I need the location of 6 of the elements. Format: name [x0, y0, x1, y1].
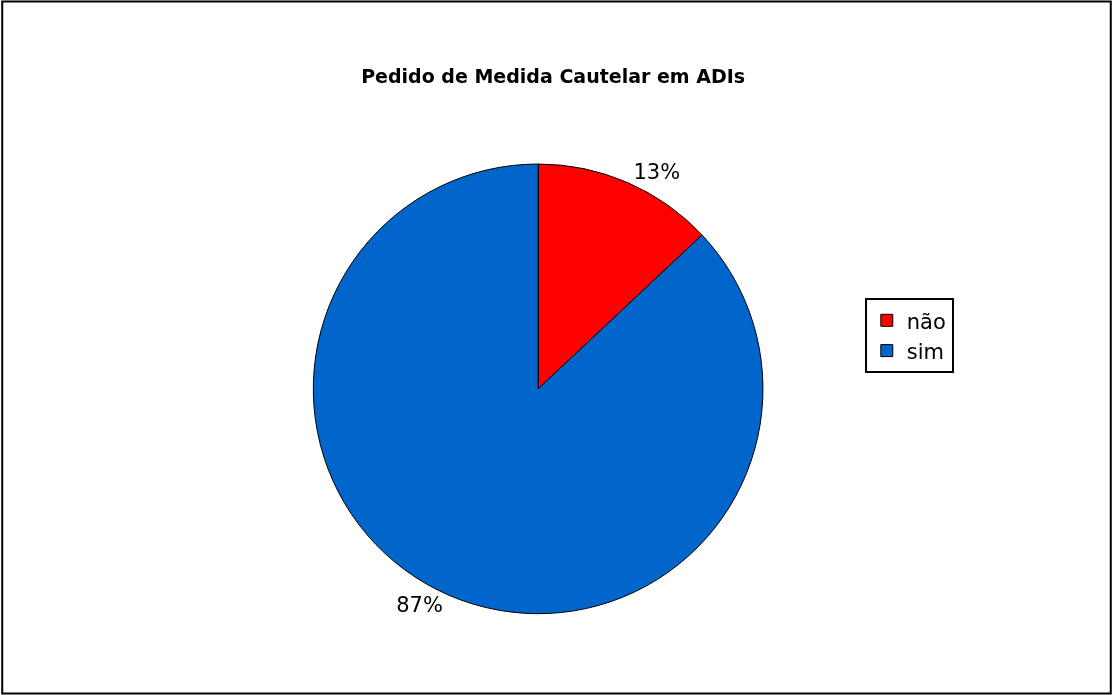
data-label: 13% — [633, 160, 681, 185]
chart-title: Pedido de Medida Cautelar em ADIs — [361, 65, 746, 88]
data-label: 87% — [396, 593, 443, 618]
legend-label: não — [906, 309, 946, 334]
legend-label: sim — [906, 339, 945, 364]
pie-slice — [313, 163, 764, 615]
